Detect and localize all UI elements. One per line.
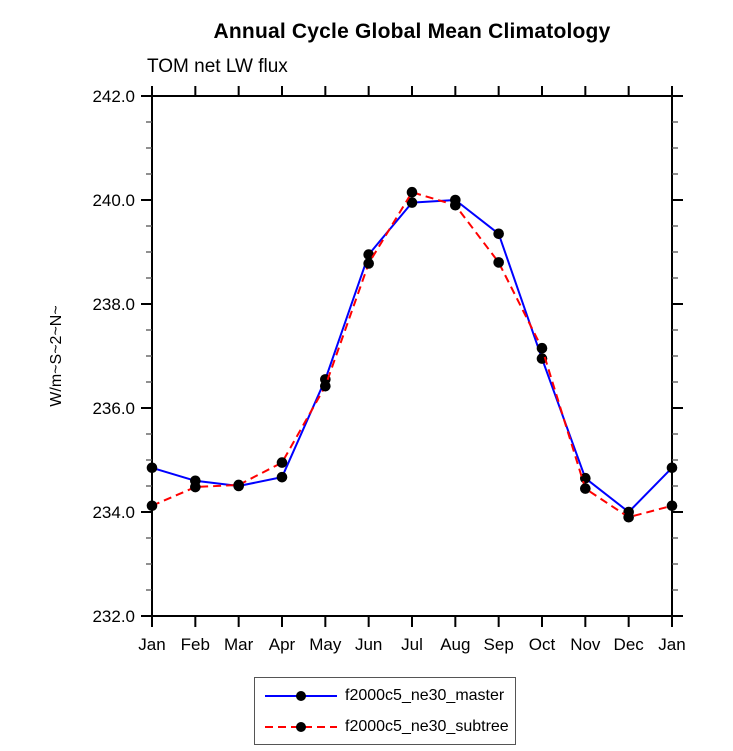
y-tick-label: 236.0 — [92, 399, 135, 418]
data-point-marker — [233, 479, 244, 491]
data-point-marker — [276, 457, 288, 468]
x-tick-label: Jul — [401, 635, 423, 654]
x-tick-label: Aug — [440, 635, 470, 654]
y-tick-label: 242.0 — [92, 87, 135, 106]
data-point-marker — [493, 257, 504, 268]
x-tick-label: Apr — [269, 635, 296, 654]
data-point-marker — [580, 483, 591, 494]
plot-frame — [151, 95, 673, 617]
data-point-marker — [146, 462, 158, 474]
chart-title: Annual Cycle Global Mean Climatology — [213, 20, 611, 43]
x-tick-label: Jun — [355, 635, 382, 654]
data-point-marker — [406, 197, 418, 208]
legend-line-marker-icon — [265, 721, 337, 732]
x-tick-label: Jan — [138, 635, 165, 654]
x-tick-label: Mar — [224, 635, 254, 654]
data-point-marker — [580, 472, 591, 484]
series-line-solid — [151, 199, 673, 513]
data-point-marker — [320, 380, 331, 392]
y-tick-label: 240.0 — [92, 191, 135, 210]
x-tick-label: Jan — [658, 635, 685, 654]
legend-row-master: f2000c5_ne30_master — [263, 687, 515, 705]
x-tick-label: Feb — [181, 635, 210, 654]
legend: f2000c5_ne30_master f2000c5_ne30_subtree — [254, 677, 516, 745]
x-tick-label: May — [309, 635, 342, 654]
data-point-marker — [450, 199, 461, 211]
x-tick-label: Nov — [570, 635, 601, 654]
x-tick-label: Oct — [529, 635, 556, 654]
data-point-marker — [276, 471, 288, 483]
chart-subtitle: TOM net LW flux — [147, 56, 288, 77]
data-point-marker — [493, 228, 504, 240]
data-point-marker — [536, 353, 548, 364]
data-point-marker — [146, 500, 158, 512]
y-tick-label: 238.0 — [92, 295, 135, 314]
legend-label-master: f2000c5_ne30_master — [345, 686, 505, 704]
legend-line-marker-icon — [265, 690, 337, 701]
data-point-marker — [190, 481, 201, 493]
x-tick-label: Sep — [484, 635, 514, 654]
data-point-marker — [406, 186, 418, 198]
data-point-marker — [363, 258, 374, 269]
y-tick-label: 234.0 — [92, 503, 135, 522]
data-point-marker — [666, 500, 678, 512]
y-tick-label: 232.0 — [92, 607, 135, 626]
data-point-marker — [666, 462, 678, 474]
legend-label-subtree: f2000c5_ne30_subtree — [345, 717, 509, 735]
data-point-marker — [623, 511, 634, 523]
x-tick-label: Dec — [614, 635, 645, 654]
series-line-dashed — [151, 191, 673, 519]
legend-row-subtree: f2000c5_ne30_subtree — [263, 718, 515, 736]
data-point-marker — [536, 342, 548, 354]
